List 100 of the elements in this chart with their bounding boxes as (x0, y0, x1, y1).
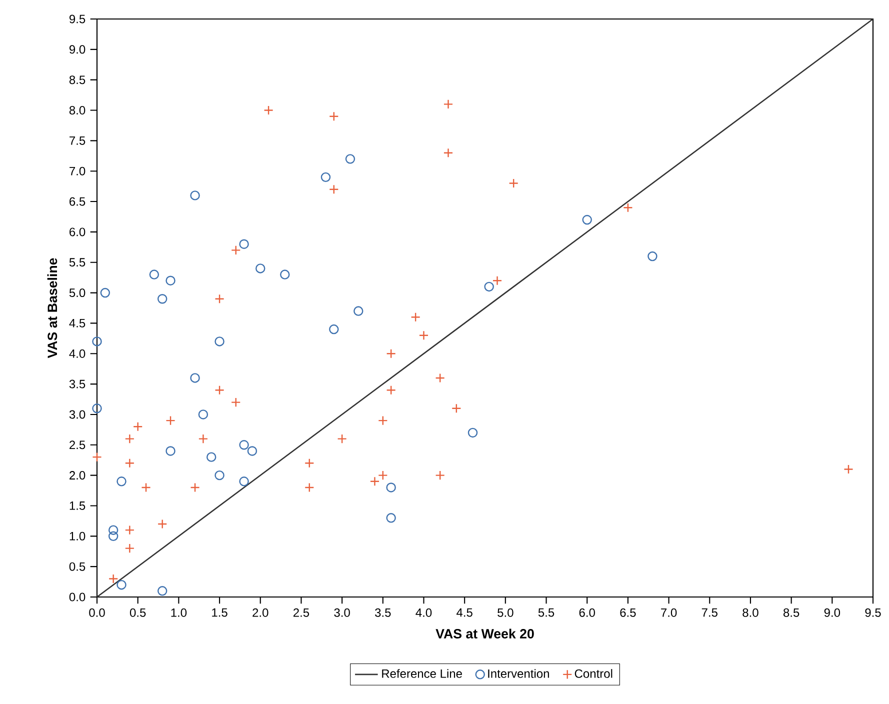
point (492, 276, 502, 286)
point (354, 306, 364, 316)
point (345, 154, 356, 164)
point (648, 251, 658, 262)
point (452, 404, 462, 414)
x-tick-label: 3.5 (375, 608, 391, 617)
point (484, 282, 494, 292)
point (280, 270, 290, 280)
point (124, 458, 135, 468)
y-tick-label: 0.0 (69, 592, 86, 602)
point (256, 264, 266, 274)
point (410, 312, 420, 322)
x-axis-title: VAS at Week 20 (436, 628, 534, 638)
point (157, 294, 168, 304)
y-tick-label: 2.5 (70, 440, 86, 450)
y-tick-label: 4.5 (69, 319, 86, 328)
point (418, 330, 429, 340)
point (166, 446, 176, 456)
y-tick-label: 1.5 (70, 502, 86, 510)
x-tick-label: 7.5 (702, 608, 718, 617)
y-tick-label: 7.0 (70, 166, 86, 176)
x-tick-label: 2.0 (252, 608, 268, 617)
point (108, 525, 118, 535)
y-tick-label: 5.5 (69, 258, 86, 267)
legend-label: Control (574, 669, 612, 678)
y-tick-label: 2.0 (70, 471, 86, 480)
y-tick-label: 0.5 (69, 562, 86, 571)
point (157, 586, 168, 596)
y-tick-label: 4.0 (69, 349, 86, 358)
point (92, 404, 102, 414)
point (157, 519, 168, 529)
point (844, 464, 854, 474)
x-tick-label: 1.5 (212, 608, 228, 617)
point (304, 458, 314, 468)
point (124, 434, 135, 444)
x-tick-label: 5.0 (498, 608, 514, 617)
x-tick-label: 4.5 (456, 608, 472, 617)
point (108, 531, 118, 542)
point (386, 385, 396, 396)
x-tick-label: 0.0 (89, 608, 105, 617)
point (264, 105, 274, 116)
point (247, 446, 258, 456)
point (239, 476, 249, 486)
x-tick-label: 7.0 (661, 608, 677, 617)
point (230, 245, 241, 256)
point (166, 276, 176, 286)
point (378, 470, 388, 480)
point (320, 172, 331, 182)
x-tick-label: 9.5 (865, 608, 881, 617)
point (435, 470, 445, 480)
y-axis-title: VAS at Baseline (47, 258, 58, 358)
point (214, 385, 224, 396)
point (508, 178, 518, 188)
point (468, 428, 478, 438)
point (190, 373, 200, 383)
legend-label: Intervention (488, 669, 549, 678)
y-tick-label: 8.5 (69, 76, 86, 84)
y-tick-label: 7.5 (70, 136, 86, 145)
x-tick-label: 1.0 (171, 608, 187, 617)
point (116, 580, 126, 590)
y-tick-label: 6.0 (70, 228, 86, 236)
point (190, 482, 200, 492)
point (141, 482, 151, 492)
x-tick-label: 9.0 (824, 608, 840, 617)
y-tick-label: 6.5 (70, 197, 86, 206)
point (435, 373, 445, 383)
x-tick-label: 2.5 (293, 608, 310, 617)
y-tick-label: 1.0 (70, 532, 86, 540)
y-tick-label: 8.0 (69, 106, 86, 115)
point (370, 476, 380, 486)
point (443, 99, 454, 110)
point (443, 148, 454, 158)
point (214, 336, 224, 346)
point (304, 482, 314, 492)
point (378, 416, 388, 426)
point (239, 239, 249, 249)
point (582, 214, 592, 225)
x-tick-label: 6.0 (579, 608, 595, 617)
point (623, 202, 633, 212)
point (386, 482, 396, 492)
x-tick-label: 6.5 (620, 608, 636, 617)
x-tick-label: 8.0 (742, 608, 758, 617)
point (386, 513, 396, 523)
point (230, 397, 241, 408)
point (124, 543, 135, 554)
point (190, 190, 200, 200)
legend-label: Reference Line (382, 669, 462, 678)
point (92, 336, 102, 346)
point (329, 111, 339, 122)
point (214, 470, 224, 480)
x-tick-label: 5.5 (538, 608, 554, 617)
y-tick-label: 9.0 (70, 45, 86, 54)
point (329, 184, 339, 194)
point (124, 525, 135, 535)
point (386, 348, 396, 358)
x-tick-label: 8.5 (783, 608, 800, 617)
x-tick-label: 3.0 (334, 608, 350, 617)
y-tick-label: 5.0 (69, 288, 86, 298)
point (198, 434, 208, 444)
point (329, 324, 339, 334)
